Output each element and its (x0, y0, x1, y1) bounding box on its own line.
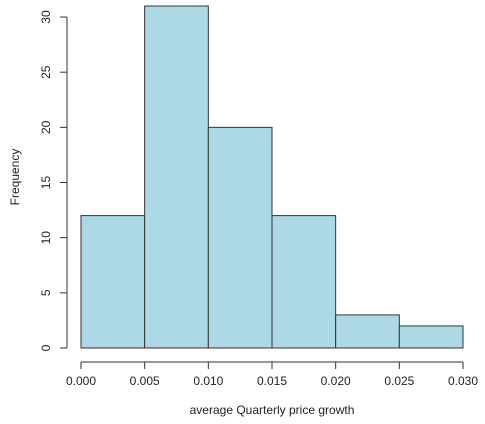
y-tick-label: 30 (39, 10, 53, 24)
x-axis-label: average Quarterly price growth (190, 403, 355, 417)
y-tick-label: 10 (39, 231, 53, 245)
bar (207, 126, 273, 349)
bar (80, 215, 146, 349)
x-tick-label: 0.015 (257, 374, 287, 388)
y-tick-label: 20 (39, 120, 53, 134)
x-tick-label: 0.005 (130, 374, 160, 388)
y-tick-label: 5 (39, 289, 53, 296)
x-tick-label: 0.030 (448, 374, 478, 388)
x-tick-label: 0.020 (321, 374, 351, 388)
y-tick-label: 25 (39, 65, 53, 79)
bar (398, 325, 464, 349)
x-tick-label: 0.010 (193, 374, 223, 388)
y-tick-label: 0 (39, 344, 53, 351)
y-axis-label: Frequency (8, 149, 22, 206)
x-tick-label: 0.000 (66, 374, 96, 388)
bar (271, 215, 337, 349)
bar (144, 5, 209, 349)
y-tick-label: 15 (39, 176, 53, 190)
bar (335, 314, 400, 349)
x-tick-label: 0.025 (384, 374, 414, 388)
